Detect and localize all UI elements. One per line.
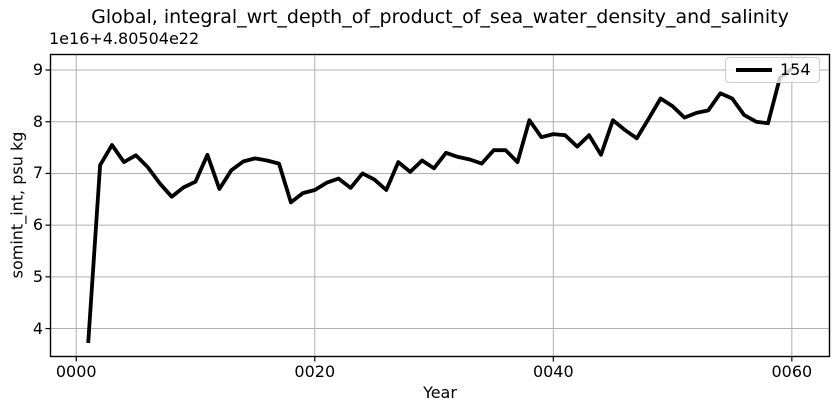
chart-title: Global, integral_wrt_depth_of_product_of…	[91, 6, 789, 28]
legend: 154	[725, 57, 820, 83]
x-tick-label: 0000	[55, 362, 97, 381]
y-tick-label: 6	[32, 215, 43, 235]
y-axis-offset-text: 1e16+4.80504e22	[49, 29, 200, 48]
axes-spines	[49, 53, 831, 358]
y-tick-label: 9	[32, 60, 43, 80]
y-tick-label: 7	[32, 163, 43, 183]
data-line-154	[86, 67, 793, 344]
y-axis-label: somint_int, psu kg	[7, 131, 27, 279]
x-axis-label: Year	[423, 383, 457, 402]
x-tick-label: 0020	[294, 362, 336, 381]
x-tick-label: 0060	[771, 362, 813, 381]
x-tick-label: 0040	[532, 362, 574, 381]
legend-line-sample	[736, 68, 772, 72]
y-tick-label: 8	[32, 111, 43, 131]
legend-label: 154	[780, 60, 811, 79]
y-tick-label: 5	[32, 266, 43, 286]
y-tick-label: 4	[32, 318, 43, 338]
